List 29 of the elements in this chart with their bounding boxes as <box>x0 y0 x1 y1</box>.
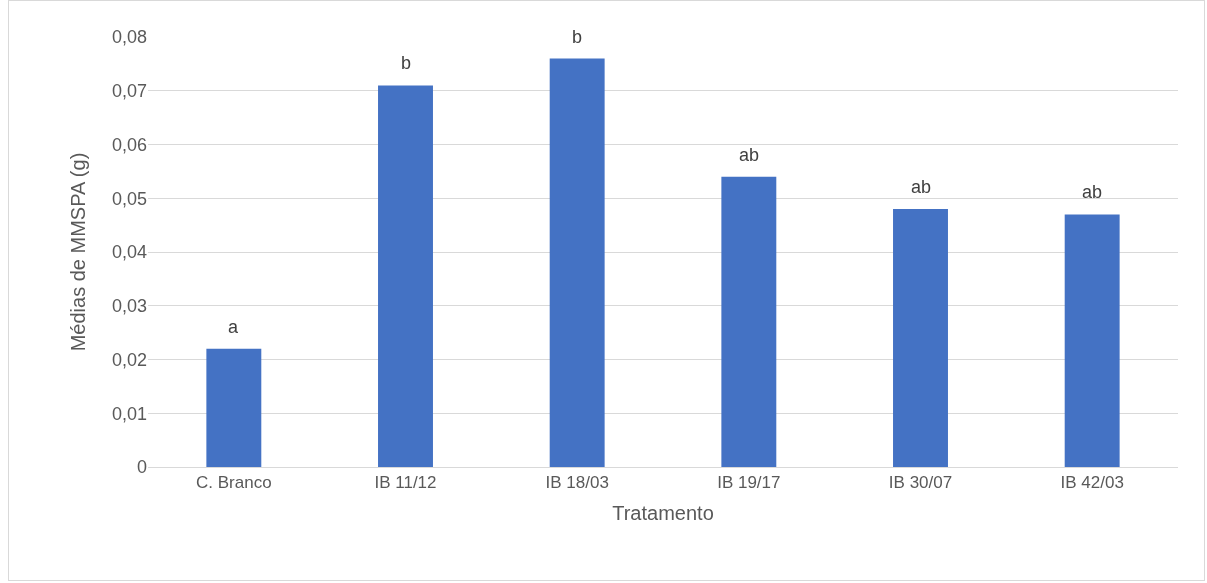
bar <box>549 58 605 467</box>
x-tick-label: IB 11/12 <box>374 473 437 493</box>
y-tick-label: 0,06 <box>111 134 147 155</box>
annotation: b <box>572 27 583 47</box>
bar <box>206 348 262 467</box>
y-tick-label: 0,01 <box>111 403 147 424</box>
y-tick-label: 0 <box>136 457 147 478</box>
bar <box>378 85 433 467</box>
x-tick-label: IB 19/17 <box>717 473 781 493</box>
x-tick-label: IB 30/07 <box>888 473 953 493</box>
y-tick-label: 0,05 <box>111 188 147 209</box>
y-axis-title: Médias de MMSPA (g) <box>67 152 90 352</box>
annotation: ab <box>911 177 932 197</box>
y-tick-label: 0,08 <box>111 27 147 48</box>
annotation: ab <box>739 145 760 165</box>
annotation: a <box>228 317 239 337</box>
annotation: ab <box>1082 182 1103 202</box>
y-tick-label: 0,02 <box>111 349 147 370</box>
bar <box>893 209 948 467</box>
x-axis-title: Tratamento <box>612 501 714 524</box>
bar <box>1064 214 1120 467</box>
bar <box>721 176 777 467</box>
y-tick-label: 0,03 <box>111 296 147 317</box>
x-tick-label: IB 42/03 <box>1060 473 1124 493</box>
y-tick-label: 0,07 <box>111 81 147 102</box>
x-tick-label: IB 18/03 <box>545 473 609 493</box>
y-tick-label: 0,04 <box>111 242 147 263</box>
annotation: b <box>401 53 412 73</box>
x-tick-label: C. Branco <box>196 473 272 493</box>
